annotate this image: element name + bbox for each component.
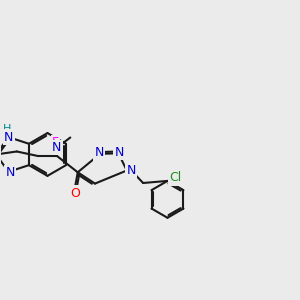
Text: N: N (52, 141, 62, 154)
Text: F: F (52, 136, 59, 149)
Text: H: H (3, 124, 11, 134)
Text: N: N (127, 164, 136, 177)
Text: N: N (4, 130, 13, 144)
Text: N: N (5, 166, 15, 179)
Text: N: N (114, 146, 124, 159)
Text: Cl: Cl (170, 171, 182, 184)
Text: N: N (95, 146, 104, 160)
Text: O: O (70, 187, 80, 200)
